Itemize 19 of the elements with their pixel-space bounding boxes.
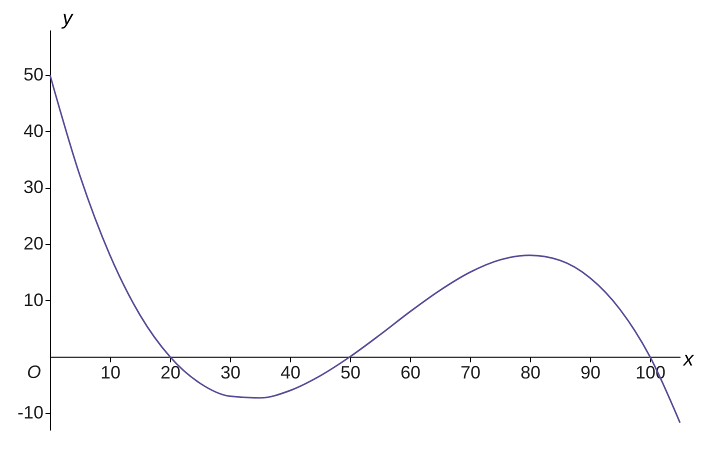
x-tick-label: 10 (100, 362, 121, 382)
x-axis-title: x (682, 348, 694, 370)
y-tick-label: 20 (23, 234, 44, 254)
y-tick-label: 50 (23, 64, 44, 85)
x-tick-label: 30 (220, 362, 241, 382)
y-axis-title: y (60, 8, 74, 30)
y-tick-label: 10 (23, 290, 44, 310)
x-tick-label: 50 (340, 362, 361, 382)
x-tick-label: 60 (400, 362, 421, 382)
y-tick-label: 30 (23, 177, 44, 198)
line-series (49, 74, 681, 424)
x-tick-label: 90 (580, 362, 601, 382)
x-tick-label: 70 (460, 362, 481, 382)
x-tick-label: 40 (280, 362, 301, 382)
y-tick-label: 40 (23, 120, 44, 141)
y-tick-label: -10 (17, 402, 44, 423)
text: O (26, 362, 42, 382)
x-tick-label: 20 (160, 362, 181, 382)
x-tick-label: 80 (520, 362, 541, 382)
